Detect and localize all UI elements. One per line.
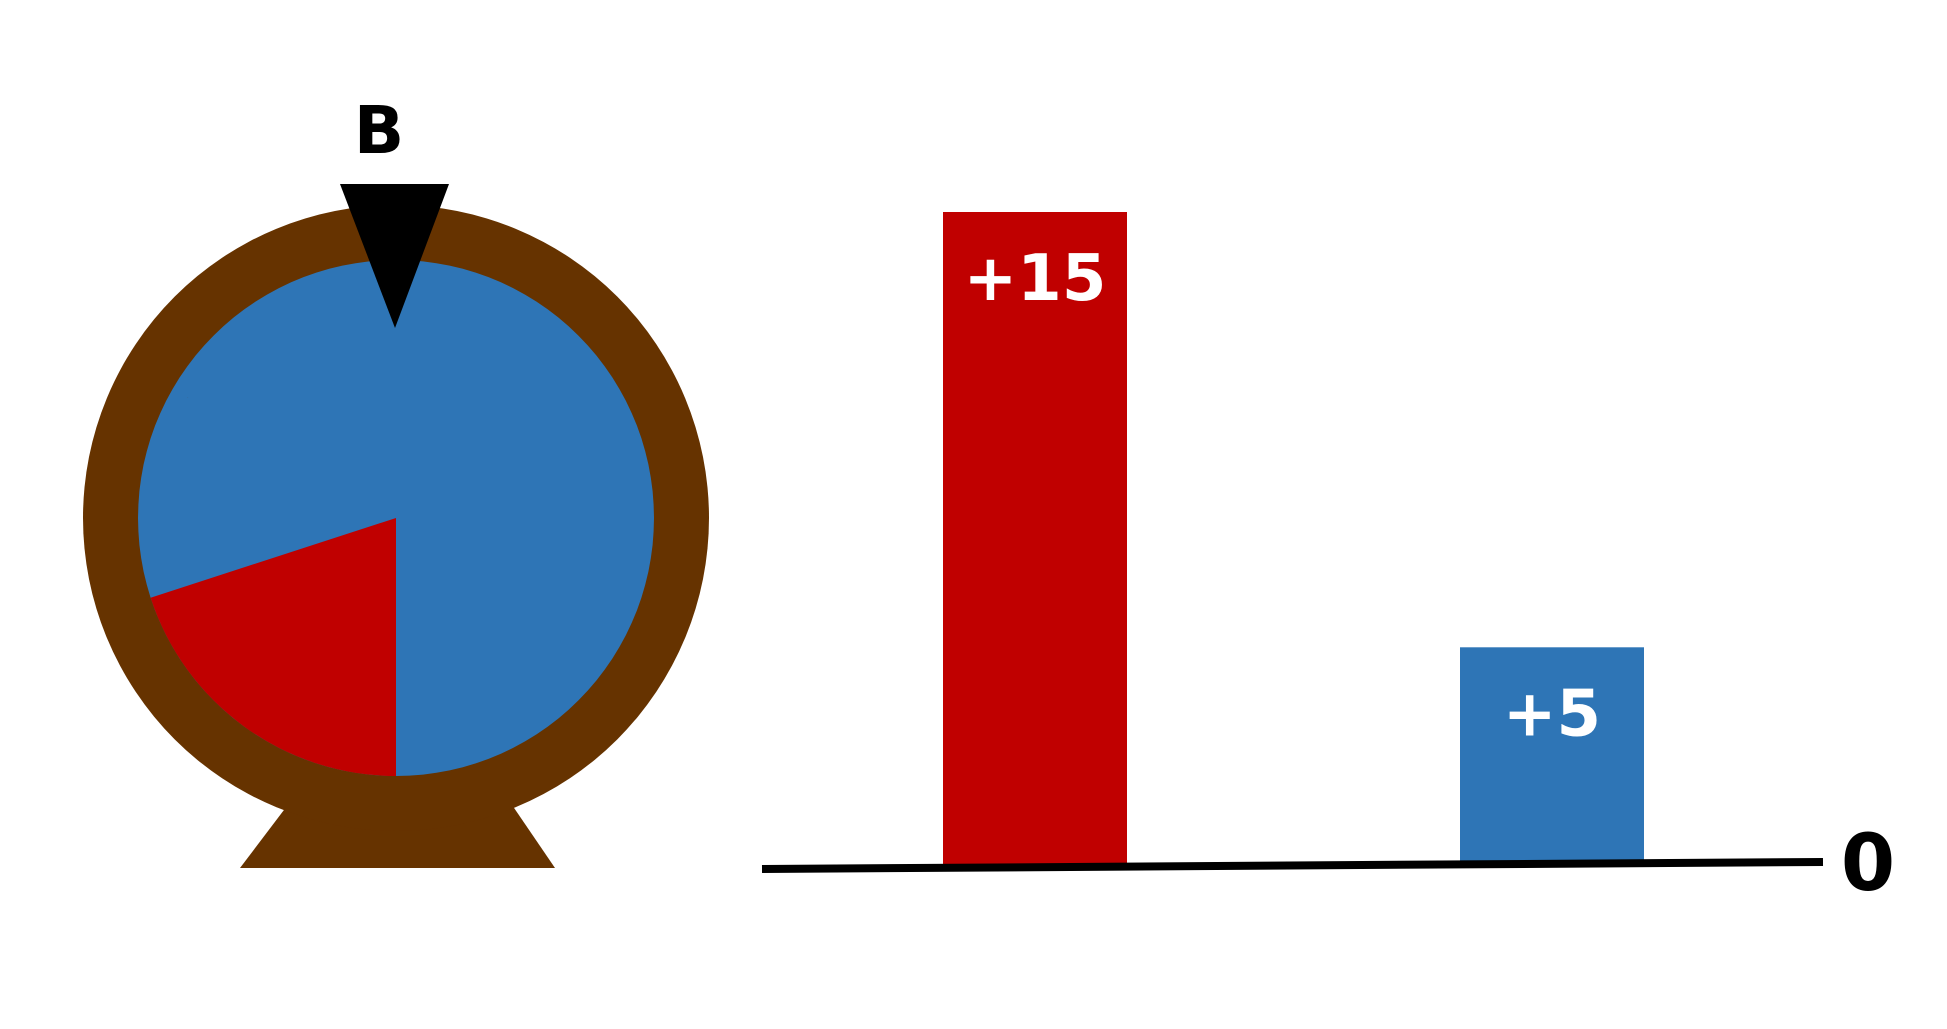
wheel-red-sector xyxy=(150,518,396,777)
pointer-label: B xyxy=(354,92,404,169)
baseline-zero-label: 0 xyxy=(1841,819,1895,909)
bar-chart: +15 +5 0 xyxy=(761,212,1895,909)
baseline-axis xyxy=(761,858,1824,873)
bar-blue-value-label: +5 xyxy=(1503,677,1601,751)
spinner-wheel: B xyxy=(83,92,709,868)
bar-red xyxy=(943,212,1127,865)
bar-red-value-label: +15 xyxy=(964,242,1107,316)
bar-blue xyxy=(1460,647,1644,865)
wheel-pointer-icon xyxy=(340,184,449,328)
